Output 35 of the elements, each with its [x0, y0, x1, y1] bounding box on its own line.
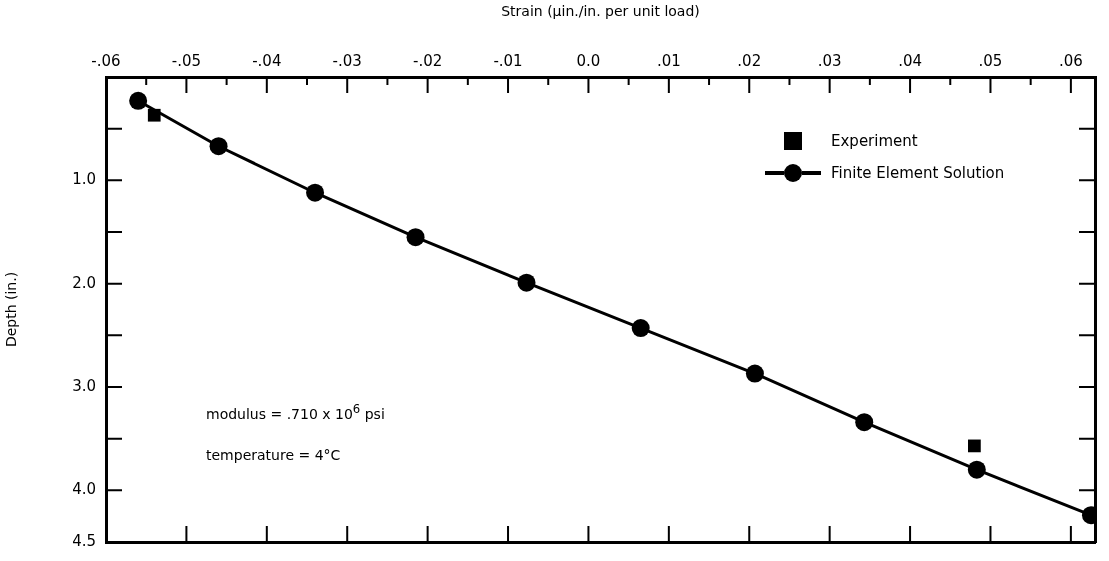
point	[968, 439, 981, 453]
x-tick-label: -.02	[412, 51, 443, 70]
x-tick-label: -.06	[91, 51, 121, 70]
x-tick-label: .06	[1058, 51, 1083, 70]
y-tick-label: 4.5	[72, 531, 96, 550]
y-axis-title: Depth (in.)	[3, 271, 20, 348]
x-tick-label: .03	[817, 51, 842, 70]
x-tick-label: -.05	[171, 51, 202, 70]
point	[631, 319, 650, 338]
point	[967, 460, 986, 479]
point	[745, 364, 764, 383]
point	[306, 183, 325, 202]
point	[406, 228, 425, 247]
y-tick-label: 4.0	[72, 480, 96, 499]
point	[209, 137, 228, 156]
x-tick-label: .05	[978, 51, 1003, 70]
annotation: temperature = 4°C	[206, 447, 341, 463]
x-tick-label: -.01	[493, 51, 523, 70]
point	[147, 108, 161, 122]
point	[129, 91, 148, 110]
y-tick-label: 1.0	[72, 170, 96, 189]
x-tick-label: 0.0	[576, 51, 601, 70]
x-tick-label: .01	[656, 51, 681, 70]
point	[517, 273, 536, 292]
x-tick-label: -.04	[252, 51, 282, 70]
x-axis-title: Strain (µin./in. per unit load)	[501, 3, 700, 20]
legend-label: Experiment	[831, 132, 918, 150]
annotation: modulus = .710 x 10$^{6}$ psi	[206, 402, 385, 422]
y-tick-label: 2.0	[72, 273, 96, 292]
x-tick-label: .04	[898, 51, 922, 70]
y-tick-label: 3.0	[72, 376, 96, 395]
x-tick-label: .02	[737, 51, 762, 70]
point	[855, 413, 874, 432]
legend-label: Finite Element Solution	[831, 164, 1005, 182]
x-tick-label: -.03	[332, 51, 362, 70]
